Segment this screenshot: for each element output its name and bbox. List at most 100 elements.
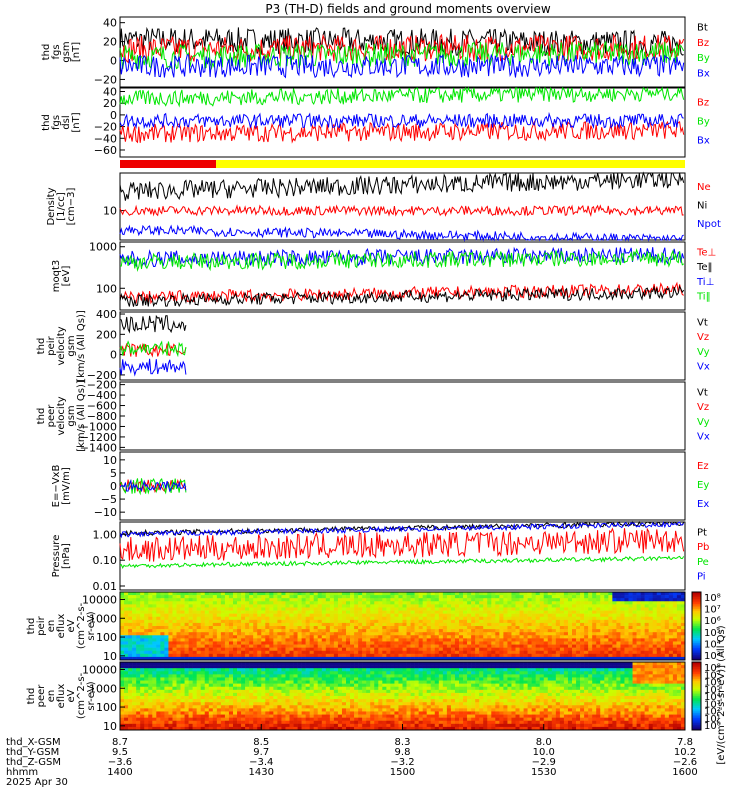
panel-peer_spectrogram-cell: [386, 702, 391, 706]
panel-peer_spectrogram-cell: [224, 683, 230, 688]
panel-peir_spectrogram-cell: [628, 598, 633, 602]
panel-peir_spectrogram-cell: [499, 598, 504, 602]
panel-peer_spectrogram-cell: [301, 686, 306, 691]
panel-peer_spectrogram-cell: [196, 677, 202, 681]
panel-peir_spectrogram-cell: [160, 629, 165, 633]
panel-peir_spectrogram-cell: [233, 598, 238, 602]
panel-peer_spectrogram-cell: [237, 696, 242, 700]
panel-peir_spectrogram-cell: [212, 626, 218, 630]
panel-peer_spectrogram-cell: [325, 668, 331, 672]
panel-peer_spectrogram-cell: [196, 699, 202, 703]
panel-peir_spectrogram-cell: [297, 647, 302, 652]
panel-peir_spectrogram-cell: [588, 607, 593, 611]
panel-peir_spectrogram-cell: [503, 629, 508, 633]
panel-peir_spectrogram-cell: [491, 632, 496, 636]
panel-peer_spectrogram-cell: [410, 674, 415, 678]
panel-peir_spectrogram-cell: [204, 647, 210, 652]
panel-peir_spectrogram-cell: [612, 607, 617, 611]
panel-peer_spectrogram-cell: [220, 692, 226, 697]
panel-peir_spectrogram-cell: [128, 622, 133, 627]
panel-peir_spectrogram-cell: [196, 595, 202, 599]
panel-peir_spectrogram-frame: [119, 591, 686, 661]
panel-peer_spectrogram-cell: [354, 723, 359, 728]
panel-peir_spectrogram-cell: [148, 619, 153, 624]
panel-peir_spectrogram-cell: [394, 626, 399, 630]
panel-peir_spectrogram-cell: [479, 604, 484, 608]
panel-peir_spectrogram-cell: [253, 616, 258, 621]
panel-peir_spectrogram-cell: [281, 635, 286, 639]
panel-peir_spectrogram-cell: [337, 653, 343, 658]
panel-peir_spectrogram-cell: [370, 604, 375, 608]
panel-peir_spectrogram-cell: [188, 616, 193, 621]
panel-peir_spectrogram-cell: [192, 656, 197, 661]
panel-peir_spectrogram-cell: [204, 598, 210, 602]
panel-peir_spectrogram-cell: [608, 619, 613, 624]
panel-peer_spectrogram-cell: [200, 689, 206, 694]
panel-peer_spectrogram-cell: [350, 702, 355, 706]
panel-peir_spectrogram-cell: [567, 604, 573, 608]
panel-peir_spectrogram-cell: [503, 653, 508, 658]
panel-peir_spectrogram-cell: [136, 592, 141, 596]
panel-pressure-legend-3: Pi: [697, 572, 706, 583]
panel-peer_spectrogram-cell: [156, 689, 161, 694]
panel-peir_spectrogram-cell: [136, 595, 141, 599]
panel-peer_spectrogram-cell: [245, 696, 250, 700]
panel-peer_spectrogram-cell: [301, 677, 306, 681]
panel-peer_spectrogram-cell: [350, 726, 355, 731]
panel-peir_spectrogram-cell: [144, 626, 149, 630]
panel-peir_spectrogram-cell: [261, 632, 266, 636]
panel-peer_spectrogram-cell: [313, 671, 319, 675]
panel-peer_spectrogram-cell: [354, 699, 359, 703]
panel-peir_spectrogram-cell: [459, 613, 464, 618]
panel-peir_spectrogram-cell: [128, 641, 133, 645]
panel-peir_spectrogram-cell: [628, 641, 633, 645]
panel-peir_spectrogram-cell: [172, 601, 177, 605]
panel-peer_spectrogram-cell: [152, 696, 157, 700]
panel-peir_spectrogram-cell: [140, 592, 145, 596]
panel-peer_spectrogram-cell: [269, 668, 274, 672]
panel-peir_spectrogram-cell: [567, 619, 573, 624]
panel-peer_spectrogram-cell: [168, 708, 173, 712]
panel-peir_spectrogram-cell: [620, 604, 625, 608]
panel-peir_spectrogram-cell: [503, 601, 508, 605]
panel-peir_spectrogram-cell: [592, 598, 597, 602]
panel-peir_spectrogram-cell: [228, 610, 234, 614]
panel-peir_spectrogram-cell: [628, 650, 633, 655]
panel-peir_spectrogram-cell: [636, 604, 641, 608]
panel-peir_spectrogram-cell: [180, 641, 185, 645]
panel-peir_spectrogram-cell: [224, 619, 230, 624]
panel-peer_spectrogram-cell: [297, 699, 302, 703]
panel-peer_spectrogram-cell: [124, 702, 129, 706]
panel-peir_spectrogram-cell: [140, 601, 145, 605]
panel-peir_spectrogram-cell: [124, 592, 129, 596]
panel-peer_spectrogram-cell: [293, 680, 298, 684]
panel-peir_spectrogram-cell: [164, 607, 169, 611]
panel-peir_spectrogram-cell: [390, 635, 395, 639]
panel-peir_spectrogram-cell: [531, 604, 536, 608]
panel-peir_spectrogram-cell: [333, 638, 339, 642]
panel-peer_spectrogram-cell: [184, 708, 189, 712]
panel-peir_spectrogram-cell: [390, 622, 395, 627]
panel-peir_spectrogram-cell: [317, 598, 323, 602]
panel-peir_spectrogram-cell: [398, 604, 403, 608]
panel-peir_spectrogram-cell: [434, 592, 440, 596]
panel-peir_spectrogram-cell: [188, 595, 193, 599]
panel-peir_spectrogram-cell: [535, 638, 541, 642]
panel-peir_spectrogram-cell: [414, 616, 419, 621]
panel-peir_spectrogram-cell: [152, 595, 157, 599]
panel-peir_spectrogram-cell: [390, 644, 395, 648]
panel-peir_spectrogram-cell: [224, 638, 230, 642]
panel-peer_spectrogram-cell: [120, 674, 125, 678]
panel-peir_spectrogram-cell: [341, 613, 347, 618]
panel-peer_spectrogram-cell: [402, 711, 407, 715]
panel-peir_spectrogram-cell: [467, 616, 472, 621]
panel-peir_spectrogram-cell: [676, 647, 682, 652]
panel-peir_spectrogram-cell: [592, 629, 597, 633]
panel-peer_spectrogram-cell: [418, 680, 423, 684]
panel-peer_spectrogram-cell: [152, 689, 157, 694]
panel-peir_spectrogram-cell: [463, 635, 468, 639]
panel-peer_spectrogram-cell: [293, 714, 298, 718]
panel-peir_spectrogram-cell: [180, 616, 185, 621]
panel-peir_spectrogram-cell: [430, 613, 436, 618]
panel-peer_spectrogram-cell: [261, 680, 266, 684]
